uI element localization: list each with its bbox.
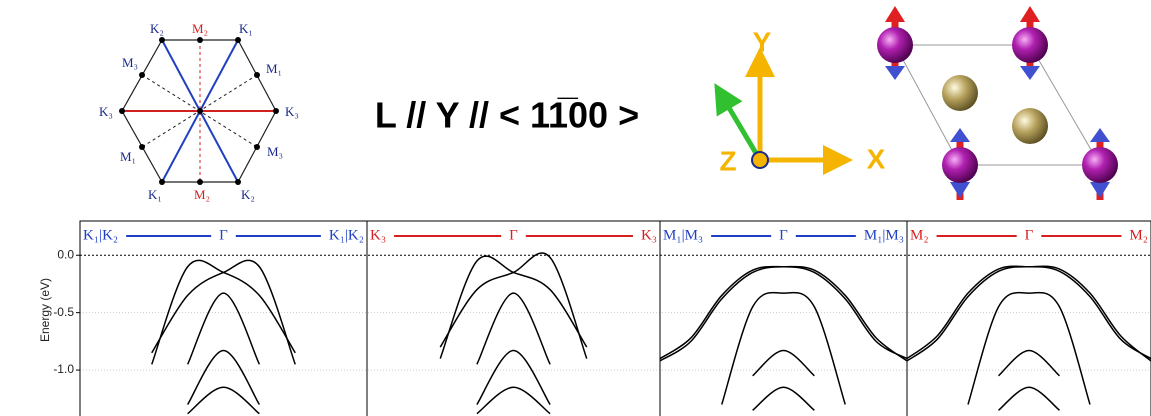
band-line (752, 386, 815, 411)
band-line (998, 386, 1060, 411)
bz-label: M₃ (267, 144, 283, 159)
axis-name: Y (753, 26, 772, 57)
header-label: Γ (779, 227, 788, 243)
band-line (187, 386, 260, 415)
band-panels: 0.0 -0.5 -1.0 Energy (eV) K₁|K₂ Γ K₁|K₂ K₃ Γ K₃ M₁… (38, 220, 1151, 416)
band-line (967, 291, 1091, 405)
bz-label: M₁ (120, 149, 136, 164)
bz-label: K₃ (99, 104, 113, 119)
bz-label: M₃ (122, 55, 138, 70)
header-label: M₂ (910, 227, 929, 243)
header-label: M₂ (1129, 227, 1148, 243)
header-label: M₁|M₃ (864, 227, 904, 243)
band-line (476, 386, 551, 415)
band-line (721, 291, 846, 405)
band-line (752, 349, 815, 377)
bz-label: M₁ (266, 61, 282, 76)
bz-label: M₂ (192, 21, 208, 36)
header-label: Γ (509, 227, 518, 243)
y-axis-label: Energy (eV) (38, 278, 52, 342)
header-label: K₁|K₂ (83, 227, 118, 243)
header-label: K₃ (641, 227, 657, 243)
band-line (186, 349, 261, 405)
brillouin-zone: K₂ M₂ K₁ M₃ M₁ K₃ K₃ M₁ M₃ K₁ M₂ K₂ (99, 21, 299, 202)
header-label: K₃ (370, 227, 386, 243)
band-line (439, 255, 588, 359)
panel-frame (906, 220, 1151, 416)
band-line (659, 265, 908, 362)
band-line (906, 265, 1151, 362)
bz-label: K₁ (148, 187, 162, 202)
y-tick-label: -1.0 (53, 362, 74, 376)
band-line (186, 292, 261, 365)
band-line (659, 265, 908, 362)
bz-label: K₂ (241, 187, 255, 202)
band-line (997, 349, 1061, 377)
bz-label: M₂ (194, 187, 210, 202)
axis-name: X (867, 143, 886, 174)
band-line (151, 259, 296, 365)
bz-label: K₂ (150, 21, 164, 36)
axes-diagram: Y X Z (714, 26, 886, 176)
header-label: K₁|K₂ (329, 227, 364, 243)
axis-name: Z (719, 145, 736, 176)
band-line (476, 349, 551, 405)
header-label: M₁|M₃ (663, 227, 703, 243)
header-label: Γ (219, 227, 228, 243)
band-line (439, 252, 588, 359)
header-label: Γ (1025, 227, 1034, 243)
bz-label: K₃ (285, 104, 299, 119)
band-line (906, 265, 1151, 362)
y-tick-label: 0.0 (57, 247, 74, 261)
crystal-structure (877, 6, 1118, 200)
y-tick-label: -0.5 (53, 305, 74, 319)
bz-label: K₁ (239, 21, 253, 36)
title: L // Y // < 11̅00 > (375, 95, 639, 136)
band-line (476, 292, 551, 365)
